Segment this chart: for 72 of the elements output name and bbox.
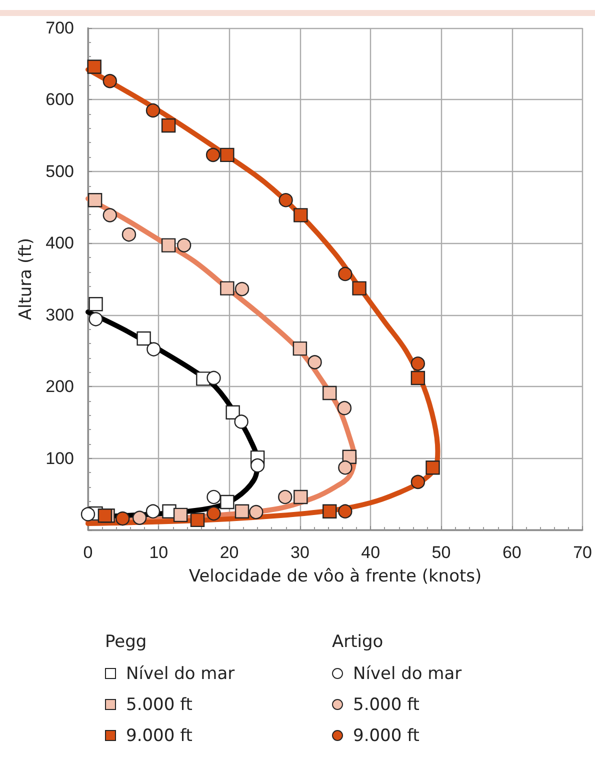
point	[426, 460, 440, 475]
point	[146, 342, 161, 356]
point	[146, 103, 160, 118]
point	[410, 474, 426, 490]
y-tick-label: 300	[46, 305, 74, 324]
y-tick-label: 400	[46, 234, 74, 253]
point	[102, 208, 117, 222]
x-tick-label: 20	[220, 543, 239, 562]
point	[190, 512, 205, 528]
point	[161, 118, 176, 133]
x-axis-title: Velocidade de vôo à frente (knots)	[188, 566, 482, 586]
y-tick-label: 600	[46, 90, 74, 110]
x-tick-label: 0	[83, 543, 93, 562]
point	[206, 506, 221, 521]
point	[136, 331, 151, 346]
point	[102, 74, 117, 88]
point	[122, 227, 136, 242]
y-tick-label: 500	[46, 162, 74, 181]
point	[352, 281, 366, 296]
point	[173, 508, 188, 522]
point	[337, 400, 352, 416]
point	[338, 460, 352, 475]
x-tick-label: 60	[502, 543, 522, 562]
point	[338, 504, 352, 518]
point	[338, 266, 352, 282]
point	[220, 148, 234, 162]
x-tick-label: 40	[361, 543, 380, 562]
point	[294, 490, 308, 504]
point	[146, 504, 160, 518]
legend-label: 9.000 ft	[353, 726, 420, 746]
point	[234, 504, 250, 518]
text: Pegg	[105, 632, 148, 654]
point	[234, 282, 250, 296]
point	[278, 490, 292, 504]
point	[410, 370, 426, 386]
point	[294, 208, 308, 222]
point	[250, 458, 265, 473]
point	[80, 507, 96, 522]
legend-label: Nível do mar	[353, 664, 462, 684]
point	[410, 356, 426, 371]
y-axis-title: Altura (ft)	[16, 238, 36, 320]
point	[278, 193, 293, 208]
y-tick-label: 700	[46, 18, 74, 38]
point	[161, 238, 176, 252]
text: Artigo	[332, 632, 384, 654]
point	[98, 508, 112, 523]
point	[206, 148, 220, 162]
point	[88, 312, 103, 326]
x-tick-label: 70	[573, 543, 592, 562]
y-tick-label: 100	[46, 448, 74, 468]
point	[322, 504, 337, 518]
legend-label: 5.000 ft	[126, 694, 192, 714]
point	[234, 414, 248, 429]
point	[132, 510, 147, 525]
point	[176, 238, 192, 252]
x-tick-label: 50	[432, 543, 451, 562]
point	[88, 193, 102, 208]
point	[220, 281, 234, 296]
y-tick-label: 200	[46, 377, 74, 396]
point	[292, 341, 308, 356]
point	[116, 511, 130, 526]
x-tick-label: 10	[149, 543, 168, 562]
legend-label: 5.000 ft	[353, 694, 420, 714]
point	[322, 386, 337, 400]
x-tick-label: 30	[290, 543, 310, 562]
point	[308, 355, 322, 370]
legend-label: 9.000 ft	[126, 726, 192, 746]
point	[226, 405, 240, 420]
point	[220, 494, 234, 510]
legend-label: Nível do mar	[126, 664, 235, 684]
point	[87, 60, 102, 74]
point	[249, 504, 264, 520]
